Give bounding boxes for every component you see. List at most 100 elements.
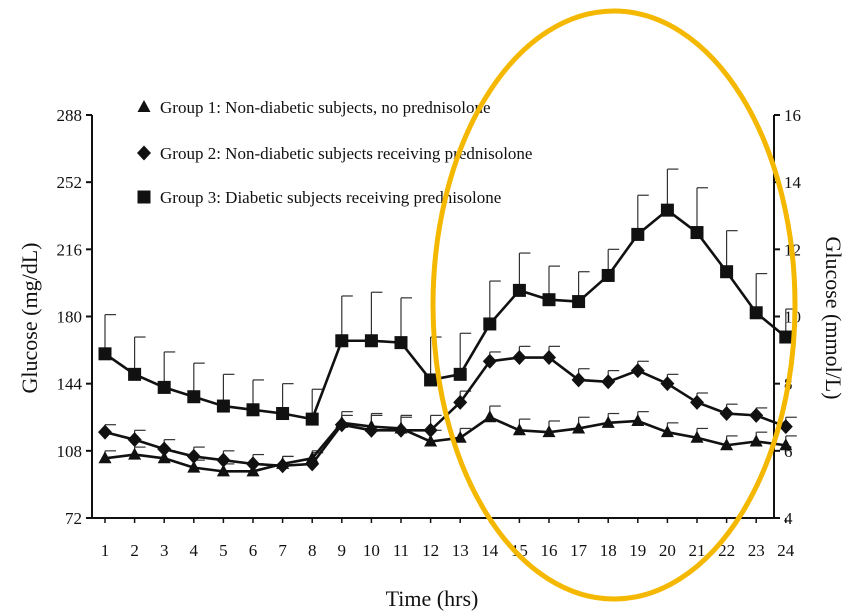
x-tick-label: 5 <box>219 541 228 560</box>
data-point-2 <box>246 456 260 472</box>
data-point-3 <box>276 407 290 421</box>
data-point-3 <box>364 334 378 348</box>
legend-label-1: Group 1: Non-diabetic subjects, no predn… <box>160 98 491 117</box>
data-point-3 <box>335 334 349 348</box>
data-point-2 <box>512 350 527 366</box>
data-point-3 <box>424 373 438 387</box>
data-point-3 <box>483 317 497 331</box>
data-point-3 <box>512 283 526 297</box>
data-point-1 <box>720 438 734 451</box>
data-point-1 <box>512 423 526 436</box>
x-axis-title: Time (hrs) <box>386 586 479 611</box>
data-point-3 <box>660 203 674 217</box>
data-point-3 <box>631 227 645 241</box>
y2-tick-label: 14 <box>784 173 802 192</box>
y2-tick-label: 16 <box>784 106 801 125</box>
x-tick-label: 2 <box>130 541 139 560</box>
highlight-ellipse <box>430 8 798 602</box>
data-point-3 <box>246 403 260 417</box>
data-point-2 <box>749 407 764 423</box>
data-point-1 <box>424 434 438 447</box>
x-tick-label: 15 <box>511 541 528 560</box>
legend-marker-2 <box>137 145 151 161</box>
x-tick-label: 9 <box>338 541 347 560</box>
x-tick-label: 8 <box>308 541 317 560</box>
data-point-2 <box>660 376 675 392</box>
data-point-3 <box>98 347 112 361</box>
data-point-1 <box>483 410 497 423</box>
data-point-2 <box>630 363 645 379</box>
data-point-1 <box>660 425 674 438</box>
data-point-1 <box>631 413 645 426</box>
y-tick-label: 144 <box>57 375 83 394</box>
data-point-2 <box>482 353 497 369</box>
data-point-1 <box>542 425 556 438</box>
x-tick-label: 19 <box>629 541 646 560</box>
data-point-3 <box>720 265 734 279</box>
x-tick-label: 4 <box>190 541 199 560</box>
y2-axis-title: Glucose (mmol/L) <box>821 236 846 399</box>
series-lines <box>104 208 787 473</box>
y2-tick-label: 4 <box>784 509 793 528</box>
legend-label-2: Group 2: Non-diabetic subjects receiving… <box>160 144 532 163</box>
y2-tick-label: 6 <box>784 442 793 461</box>
data-point-3 <box>128 367 142 381</box>
x-tick-label: 11 <box>393 541 409 560</box>
x-tick-label: 23 <box>748 541 765 560</box>
legend: Group 1: Non-diabetic subjects, no predn… <box>137 98 532 207</box>
data-point-2 <box>364 422 379 438</box>
data-point-2 <box>186 448 201 464</box>
data-point-1 <box>572 421 586 434</box>
series-line-1 <box>104 415 786 473</box>
highlight-ellipse-shape <box>430 8 798 602</box>
y-tick-label: 288 <box>57 106 83 125</box>
x-tick-label: 10 <box>363 541 380 560</box>
data-point-3 <box>601 268 615 282</box>
data-point-2 <box>394 422 408 438</box>
x-tick-label: 12 <box>422 541 439 560</box>
x-tick-label: 7 <box>278 541 287 560</box>
data-point-1 <box>690 430 704 443</box>
data-point-1 <box>98 451 112 464</box>
data-point-2 <box>601 374 616 390</box>
data-point-1 <box>453 430 467 443</box>
data-point-2 <box>216 452 231 468</box>
series-line-3 <box>104 208 787 421</box>
data-point-2 <box>127 432 142 448</box>
legend-label-3: Group 3: Diabetic subjects receiving pre… <box>160 188 501 207</box>
x-tick-label: 16 <box>541 541 558 560</box>
x-tick-label: 1 <box>101 541 110 560</box>
y-tick-label: 216 <box>57 240 83 259</box>
data-point-1 <box>601 415 615 428</box>
data-point-3 <box>690 226 704 240</box>
data-point-3 <box>779 330 793 344</box>
x-tick-label: 6 <box>249 541 258 560</box>
axes <box>86 114 787 523</box>
y-tick-label: 108 <box>57 442 83 461</box>
x-tick-label: 13 <box>452 541 469 560</box>
x-tick-label: 18 <box>600 541 617 560</box>
data-point-2 <box>98 424 112 440</box>
data-point-1 <box>157 451 171 464</box>
data-point-2 <box>157 441 172 457</box>
data-point-2 <box>542 350 556 366</box>
data-point-3 <box>572 295 586 309</box>
x-tick-label: 21 <box>689 541 706 560</box>
legend-marker-1 <box>137 100 151 112</box>
data-point-1 <box>749 434 763 447</box>
legend-marker-3 <box>137 190 151 204</box>
data-point-3 <box>749 306 763 320</box>
data-point-2 <box>305 456 320 472</box>
x-tick-label: 3 <box>160 541 169 560</box>
data-point-2 <box>453 394 468 410</box>
x-tick-label: 14 <box>481 541 499 560</box>
x-tick-label: 20 <box>659 541 676 560</box>
data-point-3 <box>394 336 408 350</box>
data-point-3 <box>542 293 556 307</box>
data-point-2 <box>690 394 704 410</box>
x-tick-label: 24 <box>777 541 795 560</box>
y-tick-label: 180 <box>57 308 83 327</box>
data-point-3 <box>453 367 467 381</box>
